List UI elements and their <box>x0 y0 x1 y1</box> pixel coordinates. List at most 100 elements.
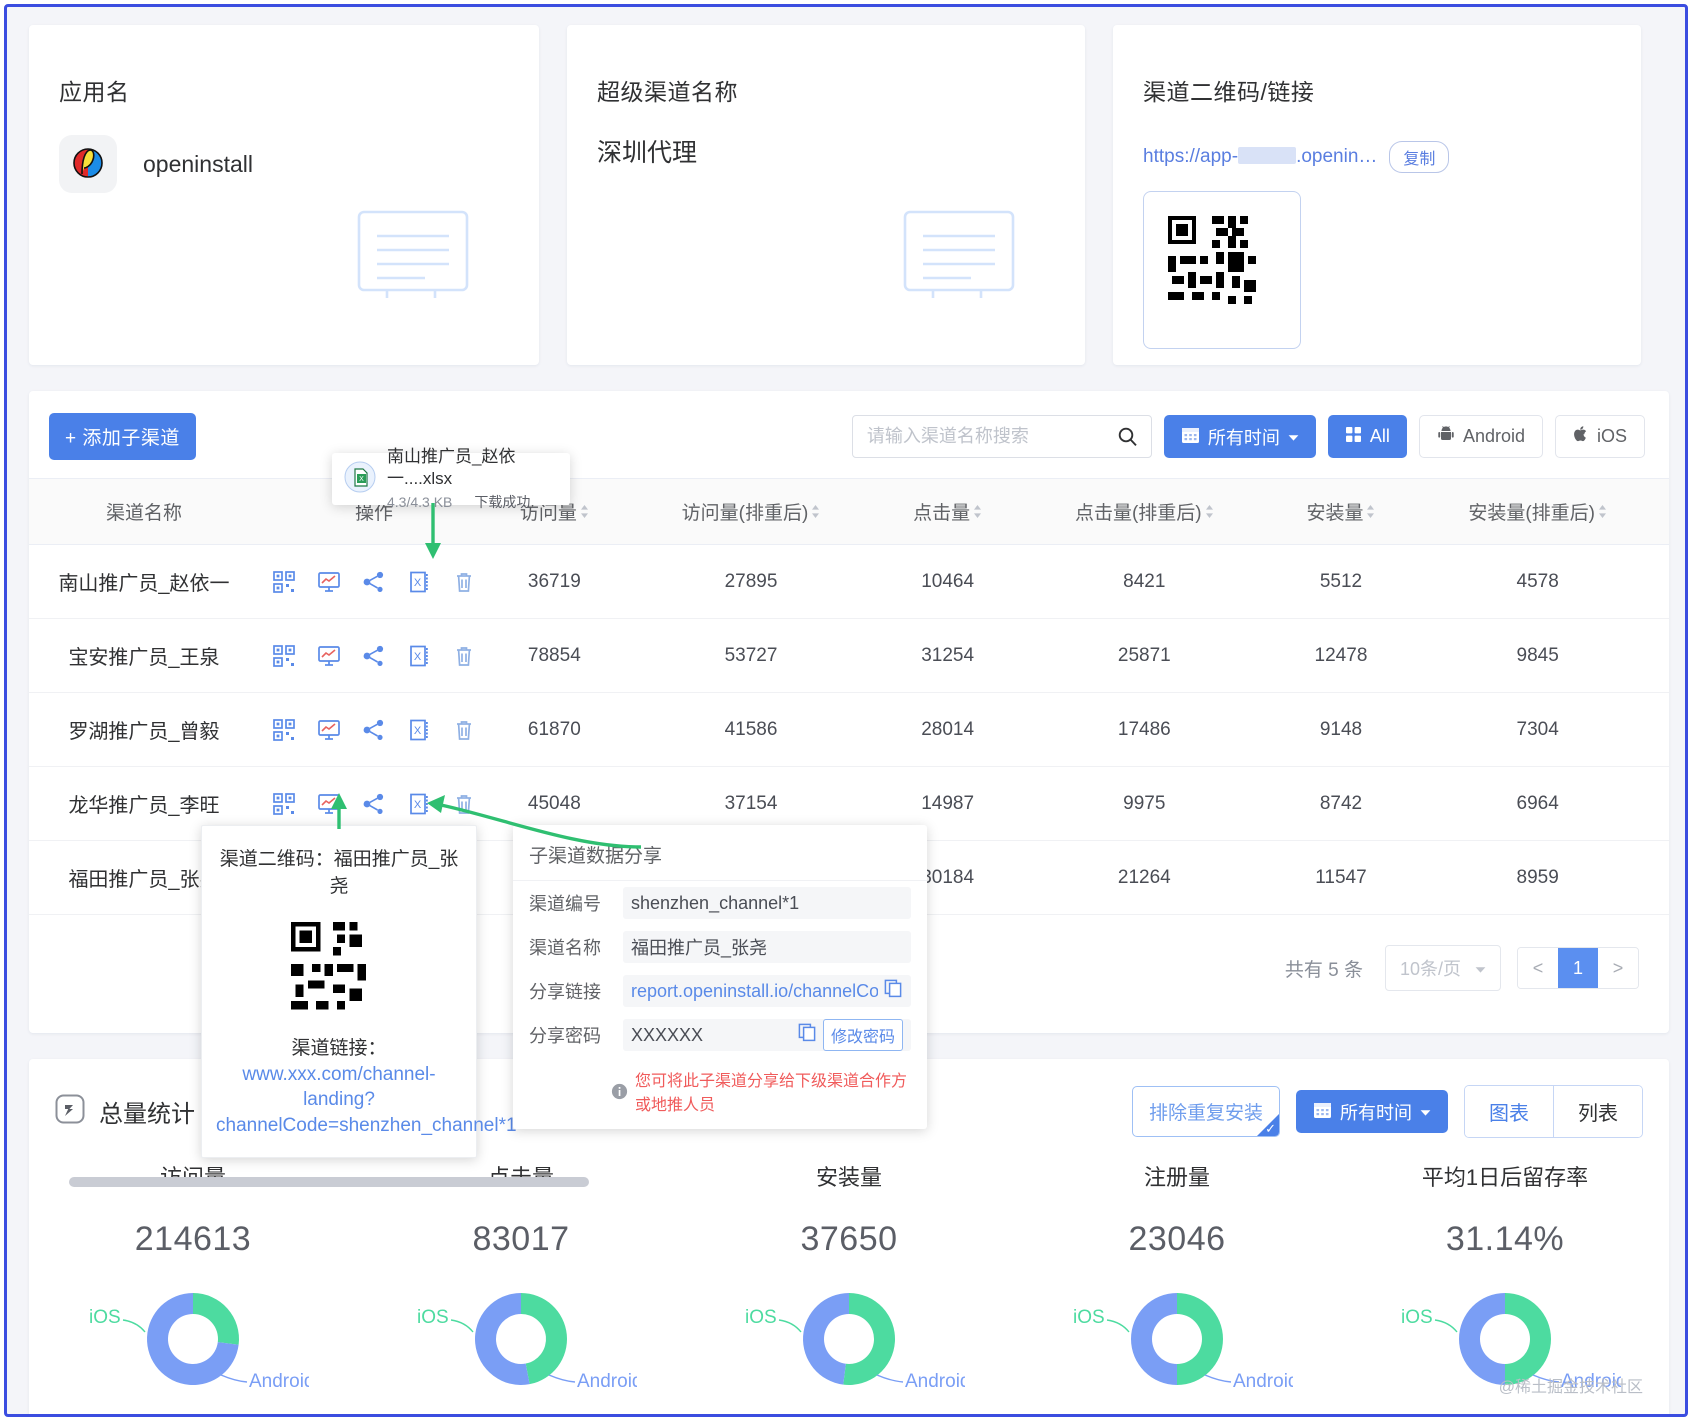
app-info-card: 应用名 openinstall <box>29 25 539 365</box>
metric-label: 访问量 <box>29 1160 357 1192</box>
col-clicks-dedup[interactable]: 点击量(排重后) <box>1013 478 1276 545</box>
excel-icon[interactable]: X <box>407 570 431 594</box>
excel-icon[interactable]: X <box>407 718 431 742</box>
trash-icon[interactable] <box>452 718 476 742</box>
chart-icon[interactable] <box>317 718 341 742</box>
refresh-stat-icon <box>55 1094 85 1129</box>
share-icon[interactable] <box>362 644 386 668</box>
metric-donut: iOS Android <box>1341 1275 1669 1403</box>
svg-text:X: X <box>359 476 364 483</box>
download-size: 4.3/4.3 KB <box>387 493 453 510</box>
prev-page-button[interactable]: < <box>1518 948 1558 988</box>
sort-icon[interactable] <box>1205 502 1214 524</box>
qr-popup-link[interactable]: www.xxx.com/channel-landing?channelCode=… <box>216 1063 517 1136</box>
page-1-button[interactable]: 1 <box>1558 948 1598 988</box>
col-visits-dedup[interactable]: 访问量(排重后) <box>619 478 883 545</box>
copy-icon[interactable] <box>798 1023 817 1047</box>
sort-icon[interactable] <box>811 502 820 524</box>
grid-icon <box>1345 426 1362 448</box>
table-row[interactable]: 宝安推广员_王泉 X 78854 53727 31254 25871 12478 9845 <box>29 618 1669 693</box>
trash-icon[interactable] <box>452 570 476 594</box>
search-input[interactable] <box>851 415 1152 458</box>
ios-legend-label: iOS <box>1073 1307 1105 1328</box>
col-installs[interactable]: 安装量 <box>1275 478 1407 545</box>
link-suffix: .openin… <box>1296 146 1378 167</box>
chevron-down-icon <box>1288 426 1299 447</box>
modify-password-button[interactable]: 修改密码 <box>822 1019 903 1051</box>
qrcode-icon[interactable] <box>272 718 296 742</box>
share-icon[interactable] <box>362 792 386 816</box>
cell-installs: 11547 <box>1275 840 1407 915</box>
chart-icon[interactable] <box>317 644 341 668</box>
col-clicks[interactable]: 点击量 <box>882 478 1014 545</box>
apple-icon <box>1573 425 1589 448</box>
link-prefix: https://app- <box>1143 146 1239 167</box>
share-icon[interactable] <box>362 718 386 742</box>
watermark: @稀土掘金技术社区 <box>1498 1379 1643 1396</box>
app-identity: openinstall <box>29 107 539 193</box>
metric-donut: iOS Android <box>685 1275 1013 1403</box>
time-filter-label: 所有时间 <box>1207 427 1280 448</box>
sort-icon[interactable] <box>1598 502 1607 524</box>
cell-installs: 5512 <box>1275 544 1407 619</box>
channel-card-title: 超级渠道名称 <box>597 79 738 105</box>
share-field-value-wrapper: report.openinstall.io/channelCode... <box>623 975 911 1007</box>
search-icon[interactable] <box>1117 426 1138 452</box>
next-page-button[interactable]: > <box>1598 948 1638 988</box>
col-installs-dedup[interactable]: 安装量(排重后) <box>1406 478 1669 545</box>
view-chart-tab[interactable]: 图表 <box>1465 1086 1554 1137</box>
sort-icon[interactable] <box>1366 502 1375 524</box>
share-field-label: 渠道编号 <box>529 894 601 914</box>
channel-link-row: https://app- .openin… 复制 <box>1113 107 1641 173</box>
chevron-down-icon <box>1420 1101 1431 1122</box>
qrcode-icon[interactable] <box>272 792 296 816</box>
stats-time-filter-button[interactable]: 所有时间 <box>1296 1090 1448 1133</box>
table-row[interactable]: 南山推广员_赵依一 X 36719 27895 10464 8421 5512 4578 <box>29 544 1669 619</box>
platform-android-button[interactable]: Android <box>1418 415 1543 458</box>
cell-installs-dedup: 4578 <box>1406 544 1669 619</box>
share-field-label: 分享链接 <box>529 982 601 1002</box>
exclude-duplicate-installs-button[interactable]: 排除重复安装 ✓ <box>1131 1086 1280 1137</box>
view-list-tab[interactable]: 列表 <box>1554 1086 1642 1137</box>
calendar-icon <box>1313 1100 1332 1124</box>
copy-link-button[interactable]: 复制 <box>1389 141 1450 173</box>
page-size-select[interactable]: 10条/页 <box>1384 945 1501 991</box>
qrcode-icon[interactable] <box>272 644 296 668</box>
channel-qrcode[interactable] <box>1143 191 1301 349</box>
download-toast[interactable]: X 南山推广员_赵依一....xlsx 4.3/4.3 KB 下载成功 <box>332 447 570 510</box>
sort-icon[interactable] <box>580 502 589 524</box>
trash-icon[interactable] <box>452 792 476 816</box>
qrcode-icon[interactable] <box>272 570 296 594</box>
share-link-value[interactable]: report.openinstall.io/channelCode... <box>631 980 878 1001</box>
total-count-label: 共有 5 条 <box>1284 959 1363 981</box>
col-label: 操作 <box>354 503 393 524</box>
cell-operations: X <box>259 544 489 619</box>
table-row[interactable]: 罗湖推广员_曾毅 X 61870 41586 28014 17486 9148 7304 <box>29 692 1669 767</box>
chart-icon[interactable] <box>317 792 341 816</box>
channel-link[interactable]: https://app- .openin… <box>1143 146 1377 168</box>
time-filter-button[interactable]: 所有时间 <box>1163 415 1316 458</box>
platform-ios-button[interactable]: iOS <box>1554 415 1645 458</box>
copy-icon[interactable] <box>884 979 903 1003</box>
share-field-label: 渠道名称 <box>529 938 601 958</box>
platform-all-button[interactable]: All <box>1327 415 1407 458</box>
chart-icon[interactable] <box>317 570 341 594</box>
trash-icon[interactable] <box>452 644 476 668</box>
toolbar-right-group: 所有时间 All Android <box>851 415 1645 458</box>
cell-operations: X <box>259 618 489 693</box>
android-legend-label: Android <box>1561 1371 1621 1392</box>
horizontal-scrollbar-thumb[interactable] <box>69 1177 589 1187</box>
sub-channel-share-popup: 子渠道数据分享 渠道编号 shenzhen_channel*1 渠道名称 福田推… <box>513 825 927 1129</box>
android-icon <box>1437 425 1455 448</box>
excel-icon[interactable]: X <box>407 644 431 668</box>
sort-icon[interactable] <box>973 502 982 524</box>
pagination: 共有 5 条 10条/页 < 1 > <box>29 915 1669 991</box>
app-card-title: 应用名 <box>59 79 130 105</box>
share-note-text: 您可将此子渠道分享给下级渠道合作方或地推人员 <box>635 1073 908 1114</box>
excel-icon[interactable]: X <box>407 792 431 816</box>
table-toolbar: + 添加子渠道 所有时间 <box>29 391 1669 478</box>
add-sub-channel-button[interactable]: + 添加子渠道 <box>49 413 196 460</box>
chevron-down-icon <box>1475 958 1486 979</box>
share-icon[interactable] <box>362 570 386 594</box>
document-placeholder-icon <box>899 208 1019 309</box>
